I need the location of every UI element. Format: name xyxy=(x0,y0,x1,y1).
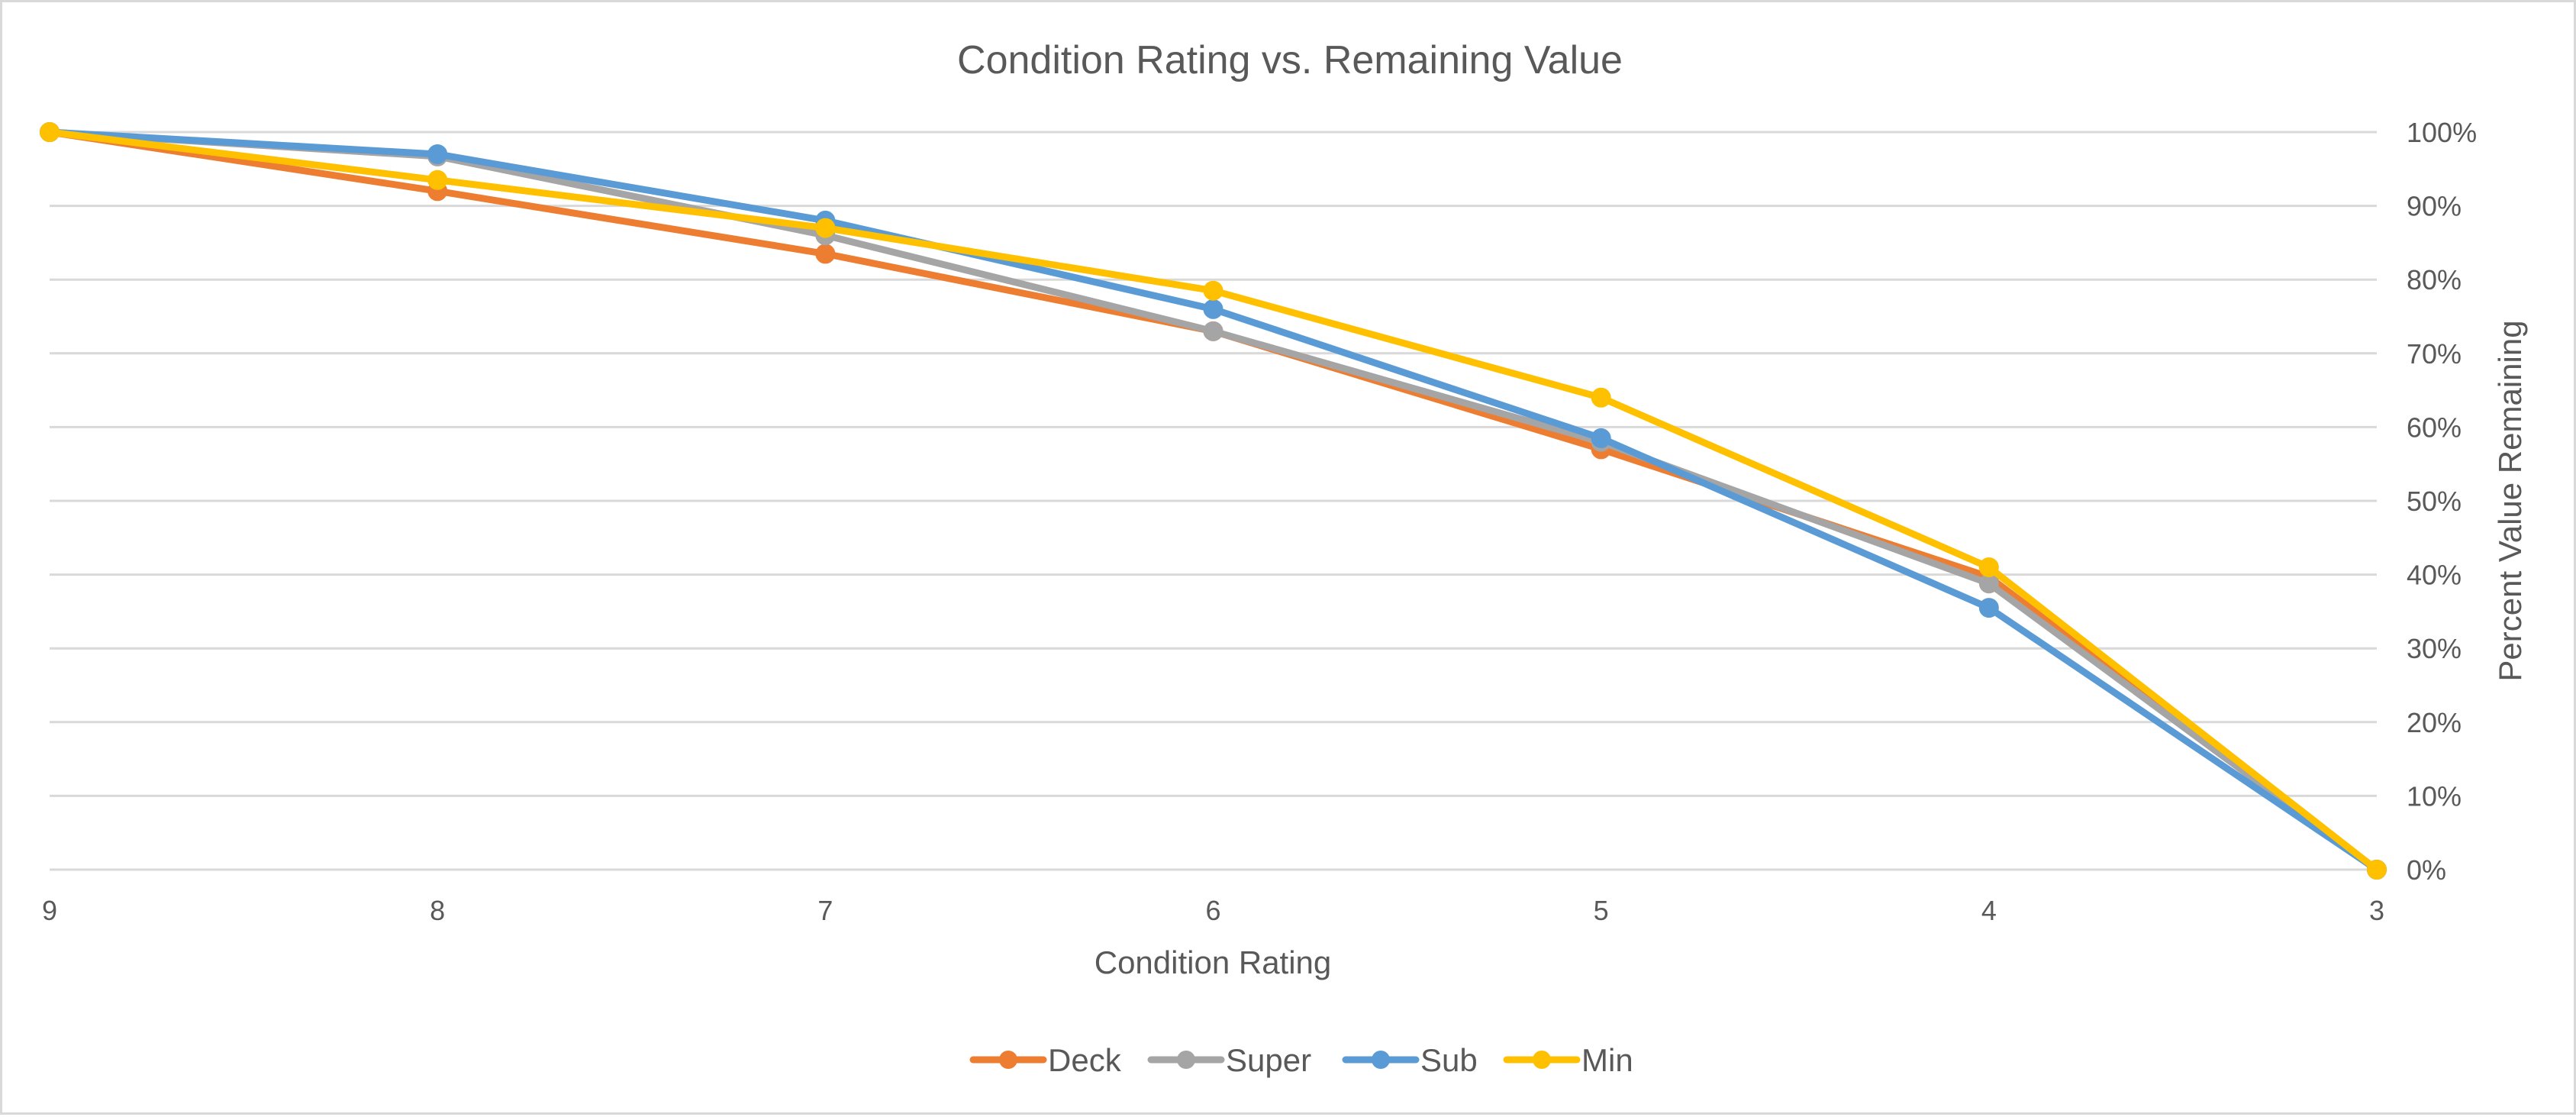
y-tick-label: 0% xyxy=(2407,854,2446,886)
y-axis-title: Percent Value Remaining xyxy=(2492,320,2528,681)
data-point-min xyxy=(427,169,448,190)
y-tick-label: 70% xyxy=(2407,338,2462,370)
legend-item-sub: Sub xyxy=(1342,1042,1478,1078)
x-tick-label: 6 xyxy=(1205,895,1220,926)
series-min xyxy=(40,122,2387,880)
legend-label: Super xyxy=(1226,1042,1311,1078)
x-tick-label: 5 xyxy=(1594,895,1609,926)
data-point-sub xyxy=(427,144,448,164)
x-tick-label: 7 xyxy=(817,895,833,926)
legend: Deck Super Sub Min xyxy=(969,1042,1633,1078)
legend-marker-sub xyxy=(1372,1051,1390,1069)
y-tick-label: 60% xyxy=(2407,412,2462,443)
y-tick-label: 10% xyxy=(2407,780,2462,812)
data-point-sub xyxy=(1203,299,1224,319)
legend-marker-deck xyxy=(999,1051,1017,1069)
data-point-min xyxy=(2367,860,2387,880)
legend-label: Sub xyxy=(1420,1042,1478,1078)
data-point-sub xyxy=(1591,428,1611,448)
x-tick-label: 4 xyxy=(1981,895,1997,926)
gridlines xyxy=(50,131,2377,871)
y-tick-label: 50% xyxy=(2407,486,2462,517)
y-tick-label: 30% xyxy=(2407,633,2462,664)
x-axis-ticks: 9 8 7 6 5 4 3 xyxy=(42,895,2384,926)
legend-marker-super xyxy=(1177,1051,1195,1069)
legend-label: Min xyxy=(1581,1042,1633,1078)
legend-item-deck: Deck xyxy=(969,1042,1122,1078)
data-point-super xyxy=(1203,321,1224,341)
y-tick-label: 90% xyxy=(2407,191,2462,222)
y-tick-label: 80% xyxy=(2407,264,2462,295)
legend-item-min: Min xyxy=(1503,1042,1633,1078)
data-point-min xyxy=(1978,557,1999,577)
y-tick-label: 100% xyxy=(2407,117,2477,148)
data-point-min xyxy=(815,218,836,238)
x-tick-label: 9 xyxy=(42,895,57,926)
y-tick-label: 20% xyxy=(2407,707,2462,738)
legend-marker-min xyxy=(1533,1051,1551,1069)
y-tick-label: 40% xyxy=(2407,560,2462,591)
x-tick-label: 3 xyxy=(2369,895,2384,926)
legend-item-super: Super xyxy=(1147,1042,1311,1078)
data-point-min xyxy=(40,122,60,142)
data-point-min xyxy=(1591,387,1611,408)
data-point-min xyxy=(1203,280,1224,301)
series-lines xyxy=(40,122,2387,880)
y-axis-ticks: 0% 10% 20% 30% 40% 50% 60% 70% 80% 90% 100% xyxy=(2407,117,2477,886)
data-point-sub xyxy=(1978,598,1999,618)
data-point-deck xyxy=(815,244,836,264)
legend-label: Deck xyxy=(1048,1042,1122,1078)
x-axis-title: Condition Rating xyxy=(1095,944,1332,980)
chart-title: Condition Rating vs. Remaining Value xyxy=(957,38,1623,82)
x-tick-label: 8 xyxy=(430,895,445,926)
